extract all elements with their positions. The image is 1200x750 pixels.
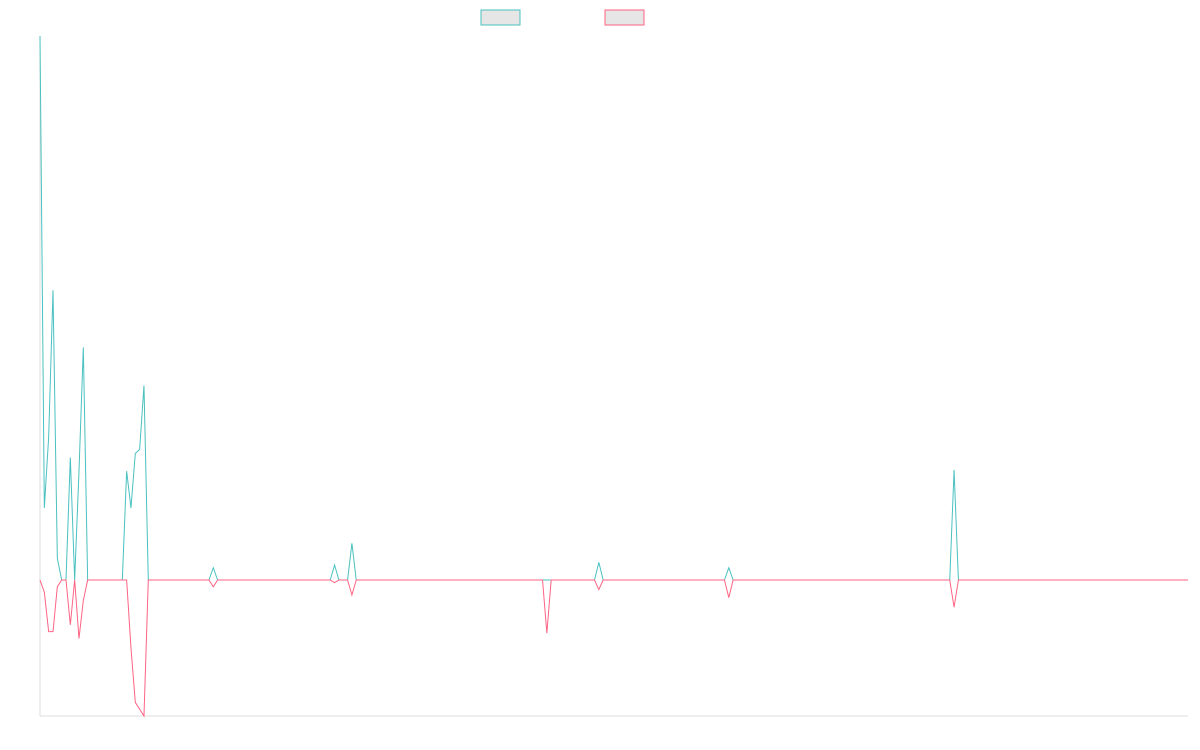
series-line-2 [39, 579, 1188, 718]
legend-swatch-2[interactable] [604, 9, 645, 26]
series-line-1 [39, 35, 1188, 581]
legend-swatch-1[interactable] [480, 9, 521, 26]
axes [39, 36, 1188, 717]
legend[interactable] [480, 9, 645, 26]
plot-area [39, 35, 1188, 718]
